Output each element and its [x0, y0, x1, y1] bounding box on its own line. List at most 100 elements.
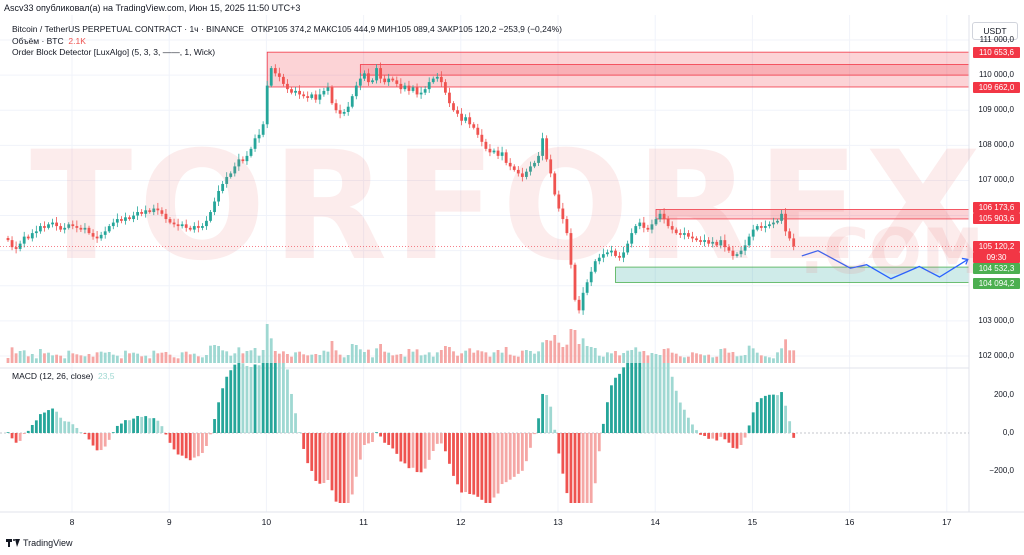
macd-legend[interactable]: MACD (12, 26, close) 23,5	[12, 371, 115, 381]
candle-body	[128, 217, 131, 220]
tradingview-footer[interactable]: TradingView	[6, 538, 73, 548]
published-caption: Ascv33 опубликовал(а) на TradingView.com…	[4, 3, 301, 13]
macd-bar	[755, 402, 759, 433]
candle-body	[140, 212, 144, 214]
candle-body	[75, 226, 79, 228]
volume-bar	[132, 352, 135, 363]
volume-bar	[196, 356, 200, 363]
macd-bar	[164, 433, 168, 435]
volume-bar	[435, 352, 439, 363]
candle-body	[306, 96, 310, 98]
symbol-legend[interactable]: Bitcoin / TetherUS PERPETUAL CONTRACT · …	[12, 24, 562, 34]
volume-bar	[468, 348, 472, 363]
volume-bar	[541, 342, 544, 363]
macd-bar	[768, 394, 771, 433]
volume-bar	[99, 351, 103, 363]
macd-bar	[593, 433, 597, 484]
currency-selector[interactable]: USDT	[972, 22, 1018, 40]
macd-bar	[249, 367, 253, 433]
volume-bar	[79, 355, 83, 363]
macd-bar	[561, 433, 565, 474]
candle-body	[601, 254, 605, 258]
candle-body	[593, 261, 597, 272]
macd-bar	[346, 433, 350, 503]
candle-body	[111, 222, 115, 227]
candle-body	[180, 224, 184, 227]
volume-bar	[213, 345, 216, 363]
macd-bar	[488, 433, 492, 503]
volume-bar	[358, 349, 362, 363]
candle-body	[541, 138, 544, 156]
candle-body	[755, 226, 759, 230]
macd-bar	[22, 433, 26, 434]
macd-bar	[784, 405, 787, 433]
volume-bar	[776, 352, 779, 363]
candle-body	[516, 169, 520, 174]
macd-bar	[265, 363, 269, 433]
candle-body	[338, 110, 342, 114]
volume-bar	[371, 357, 374, 363]
candle-body	[298, 90, 301, 95]
volume-bar	[152, 350, 156, 363]
macd-bar	[759, 398, 763, 433]
volume-bar	[306, 355, 310, 363]
macd-bar	[703, 433, 706, 436]
macd-bar	[448, 433, 451, 464]
candle-body	[626, 243, 630, 253]
volume-bar	[209, 345, 212, 363]
macd-bar	[496, 433, 500, 494]
candle-body	[95, 236, 99, 239]
macd-bar	[168, 433, 172, 443]
macd-bar	[464, 433, 468, 493]
macd-bar	[780, 392, 783, 433]
candle-body	[707, 240, 711, 244]
candle-body	[529, 166, 532, 172]
volume-bar	[282, 351, 285, 363]
volume-bar	[184, 351, 188, 363]
macd-bar	[338, 433, 342, 503]
macd-bar	[476, 433, 480, 497]
candle-body	[448, 92, 451, 104]
macd-bar	[573, 433, 577, 503]
volume-bar	[504, 347, 508, 363]
macd-bar	[99, 433, 103, 451]
macd-bar	[144, 416, 148, 433]
volume-bar	[261, 350, 265, 363]
macd-bar	[520, 433, 524, 471]
macd-bar	[715, 433, 719, 441]
volume-bar	[484, 352, 488, 363]
candle-body	[221, 183, 225, 191]
volume-bar	[164, 352, 168, 363]
volume-bar	[500, 352, 504, 363]
price-tick-label: 110 000,0	[979, 70, 1014, 80]
volume-bar	[557, 342, 561, 363]
volume-bar	[277, 353, 281, 363]
volume-bar	[39, 349, 42, 363]
macd-bar	[415, 433, 419, 473]
macd-bar	[525, 433, 528, 462]
candle-body	[168, 219, 172, 223]
macd-bar	[152, 418, 156, 433]
candle-body	[257, 134, 261, 139]
candle-body	[520, 173, 524, 177]
macd-bar	[59, 417, 63, 433]
volume-bar	[363, 352, 366, 363]
macd-bar	[334, 433, 338, 502]
order-blocks	[266, 51, 970, 283]
candle-body	[439, 76, 443, 83]
volume-bar	[739, 355, 743, 363]
macd-bar	[403, 433, 407, 464]
volume-bar	[136, 353, 139, 363]
indicator-legend[interactable]: Order Block Detector [LuxAlgo] (5, 3, 3,…	[12, 47, 215, 57]
volume-bar	[310, 354, 314, 363]
candle-body	[346, 106, 350, 112]
macd-bar	[277, 363, 281, 433]
volume-bar	[456, 355, 459, 363]
volume-bar	[338, 354, 342, 363]
volume-bar	[788, 350, 792, 363]
volume-bar	[160, 352, 164, 363]
volume-legend[interactable]: Объём · BTC 2.1K	[12, 36, 86, 46]
volume-bar	[18, 351, 22, 363]
candle-body	[192, 226, 196, 230]
